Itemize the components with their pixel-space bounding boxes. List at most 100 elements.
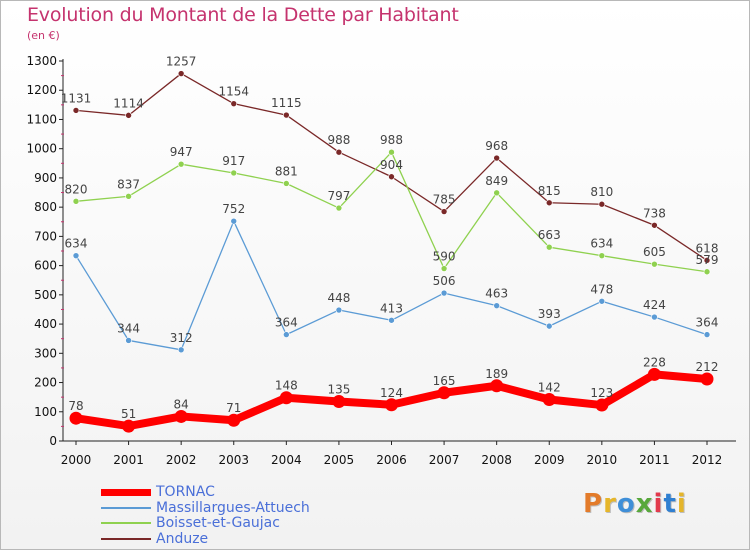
y-tick-label: 500 bbox=[34, 288, 57, 302]
data-label-massillargues-attuech: 364 bbox=[275, 316, 298, 330]
x-tick-label: 2010 bbox=[587, 453, 618, 467]
data-point-anduze bbox=[545, 199, 553, 207]
data-label-anduze: 810 bbox=[590, 185, 613, 199]
data-point-massillargues-attuech bbox=[230, 217, 238, 225]
y-tick-label: 100 bbox=[34, 405, 57, 419]
data-label-tornac: 165 bbox=[433, 374, 456, 388]
data-label-boisset-et-gaujac: 917 bbox=[222, 154, 245, 168]
x-tick-label: 2008 bbox=[481, 453, 512, 467]
data-label-massillargues-attuech: 634 bbox=[65, 237, 88, 251]
legend-label: Massillargues-Attuech bbox=[156, 499, 310, 516]
data-label-tornac: 71 bbox=[226, 401, 241, 415]
x-tick-label: 2004 bbox=[271, 453, 302, 467]
y-tick-label: 1200 bbox=[26, 83, 57, 97]
data-point-boisset-et-gaujac bbox=[545, 243, 553, 251]
data-point-massillargues-attuech bbox=[545, 322, 553, 330]
data-label-boisset-et-gaujac: 947 bbox=[170, 145, 193, 159]
data-label-massillargues-attuech: 478 bbox=[590, 282, 613, 296]
data-point-tornac bbox=[437, 386, 451, 400]
y-tick-label: 1000 bbox=[26, 142, 57, 156]
data-label-massillargues-attuech: 312 bbox=[170, 331, 193, 345]
data-label-boisset-et-gaujac: 663 bbox=[538, 228, 561, 242]
x-tick-label: 2011 bbox=[639, 453, 670, 467]
logo-letter: x bbox=[635, 489, 654, 519]
logo-letter: i bbox=[676, 489, 687, 519]
data-label-tornac: 124 bbox=[380, 386, 403, 400]
data-point-anduze bbox=[651, 221, 658, 229]
data-point-anduze bbox=[598, 200, 606, 208]
legend-swatch-anduze bbox=[101, 537, 151, 540]
data-label-anduze: 1257 bbox=[166, 55, 197, 69]
logo-letter: t bbox=[663, 489, 677, 519]
x-tick-label: 2009 bbox=[534, 453, 565, 467]
data-point-massillargues-attuech bbox=[335, 306, 343, 314]
legend-item-massillargues-attuech[interactable]: Massillargues-Attuech bbox=[101, 499, 310, 517]
data-label-massillargues-attuech: 393 bbox=[538, 307, 561, 321]
legend-label: Boisset-et-Gaujac bbox=[156, 515, 280, 531]
data-label-boisset-et-gaujac: 579 bbox=[696, 253, 719, 267]
data-point-anduze bbox=[72, 107, 80, 114]
legend-swatch-massillargues-attuech bbox=[101, 506, 151, 509]
data-label-anduze: 988 bbox=[327, 133, 350, 147]
data-point-massillargues-attuech bbox=[72, 252, 80, 259]
x-tick-label: 2006 bbox=[376, 453, 407, 467]
data-point-boisset-et-gaujac bbox=[335, 204, 343, 212]
legend-swatch-tornac bbox=[101, 488, 151, 496]
logo-letter: P bbox=[583, 489, 604, 519]
data-point-tornac bbox=[69, 411, 83, 425]
data-label-massillargues-attuech: 344 bbox=[117, 321, 140, 335]
data-label-anduze: 1154 bbox=[218, 85, 249, 99]
logo-letter: r bbox=[603, 489, 617, 519]
data-point-boisset-et-gaujac bbox=[651, 260, 658, 268]
y-tick-label: 700 bbox=[34, 229, 57, 243]
data-label-massillargues-attuech: 506 bbox=[433, 274, 456, 288]
data-point-anduze bbox=[177, 70, 185, 77]
data-point-anduze bbox=[440, 208, 448, 215]
data-point-tornac bbox=[122, 419, 136, 433]
data-point-massillargues-attuech bbox=[388, 316, 395, 324]
data-point-massillargues-attuech bbox=[493, 302, 500, 309]
data-label-anduze: 785 bbox=[433, 193, 456, 207]
data-point-boisset-et-gaujac bbox=[177, 160, 185, 168]
logo-letter: i bbox=[653, 489, 664, 519]
data-point-tornac bbox=[332, 395, 346, 409]
legend-item-anduze[interactable]: Anduze bbox=[101, 531, 310, 548]
data-label-massillargues-attuech: 448 bbox=[327, 291, 350, 305]
x-tick-label: 2001 bbox=[113, 453, 144, 467]
data-point-tornac bbox=[227, 413, 241, 427]
data-point-boisset-et-gaujac bbox=[440, 265, 448, 272]
data-point-massillargues-attuech bbox=[283, 331, 290, 338]
y-tick-label: 800 bbox=[34, 200, 57, 214]
data-point-anduze bbox=[388, 173, 395, 181]
data-label-boisset-et-gaujac: 797 bbox=[327, 189, 350, 203]
data-label-tornac: 189 bbox=[485, 367, 508, 381]
data-label-boisset-et-gaujac: 605 bbox=[643, 245, 666, 259]
data-label-boisset-et-gaujac: 988 bbox=[380, 133, 403, 147]
data-label-tornac: 148 bbox=[275, 379, 298, 393]
data-point-anduze bbox=[125, 112, 132, 119]
y-tick-label: 200 bbox=[34, 376, 57, 390]
data-label-massillargues-attuech: 413 bbox=[380, 301, 403, 315]
data-point-massillargues-attuech bbox=[703, 331, 711, 338]
data-point-anduze bbox=[283, 111, 290, 119]
data-label-boisset-et-gaujac: 820 bbox=[65, 182, 88, 196]
data-point-anduze bbox=[703, 257, 711, 264]
data-point-massillargues-attuech bbox=[651, 313, 658, 321]
data-label-anduze: 618 bbox=[696, 241, 719, 255]
data-label-anduze: 1131 bbox=[61, 91, 92, 105]
data-label-tornac: 135 bbox=[327, 383, 350, 397]
y-tick-label: 400 bbox=[34, 317, 57, 331]
data-label-massillargues-attuech: 364 bbox=[696, 316, 719, 330]
data-label-anduze: 904 bbox=[380, 158, 403, 172]
legend-item-boisset-et-gaujac[interactable]: Boisset-et-Gaujac bbox=[101, 515, 310, 532]
data-label-boisset-et-gaujac: 881 bbox=[275, 164, 298, 178]
x-tick-label: 2000 bbox=[61, 453, 92, 467]
data-label-tornac: 142 bbox=[538, 380, 561, 394]
legend-item-tornac[interactable]: TORNAC bbox=[101, 484, 310, 501]
y-tick-label: 0 bbox=[49, 434, 57, 448]
logo-letter: o bbox=[616, 489, 636, 519]
data-label-tornac: 123 bbox=[590, 386, 613, 400]
data-label-tornac: 78 bbox=[68, 399, 83, 413]
